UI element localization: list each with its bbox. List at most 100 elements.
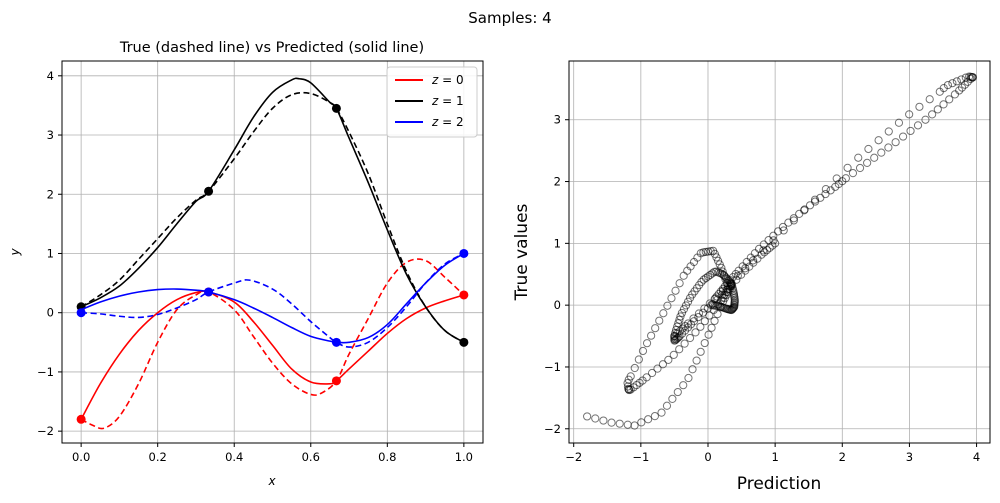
scatter-point	[773, 227, 783, 236]
scatter-point	[658, 360, 668, 369]
scatter-point	[653, 364, 662, 373]
scatter-point	[694, 309, 704, 318]
left-xtick-label: 1.0	[455, 450, 473, 464]
right-xtick-label: 4	[973, 450, 980, 464]
scatter-point	[768, 241, 777, 250]
scatter-point	[732, 275, 741, 284]
scatter-point	[699, 275, 708, 284]
scatter-point	[855, 163, 865, 173]
scatter-point	[707, 323, 716, 332]
scatter-point	[599, 416, 608, 425]
scatter-point	[765, 243, 774, 252]
scatter-point	[718, 286, 728, 295]
left-plot-area	[76, 77, 469, 430]
predicted-line-z0	[80, 290, 465, 420]
true-line-z1	[80, 91, 465, 344]
scatter-point	[933, 105, 942, 114]
scatter-point	[677, 308, 687, 318]
right-xtick-label: −1	[632, 450, 649, 464]
scatter-point	[691, 328, 700, 337]
right-xtick-label: 2	[839, 450, 846, 464]
right-xtick-label: 3	[906, 450, 913, 464]
scatter-point	[898, 132, 908, 141]
sample-point-z0	[331, 376, 341, 386]
scatter-point	[870, 153, 879, 162]
scatter-point	[662, 401, 672, 410]
scatter-point	[644, 415, 653, 424]
scatter-point	[950, 90, 960, 99]
scatter-point	[928, 110, 937, 119]
scatter-point	[821, 184, 830, 194]
scatter-point	[615, 419, 624, 428]
sample-point-z2	[204, 287, 214, 297]
scatter-point	[863, 158, 872, 167]
right-axes-frame	[568, 60, 991, 444]
scatter-point	[722, 285, 731, 294]
left-ticks: 0.0 0.2 0.4 0.6 0.8 1.0 −2 −1 0 1 2 3 4	[37, 69, 473, 464]
left-ytick-label: 3	[47, 128, 54, 142]
scatter-point	[642, 339, 652, 348]
scatter-point	[742, 257, 751, 267]
scatter-point	[696, 322, 705, 331]
scatter-point	[678, 324, 687, 333]
scatter-point	[699, 308, 708, 317]
scatter-point	[607, 418, 616, 427]
scatter-point	[874, 136, 883, 145]
scatter-point	[943, 80, 953, 90]
scatter-point	[864, 144, 873, 154]
scatter-point	[650, 412, 659, 421]
scatter-point	[684, 373, 693, 383]
scatter-point	[668, 394, 677, 404]
right-y-axis-label: True values	[512, 203, 532, 301]
scatter-point	[667, 294, 676, 303]
scatter-point	[671, 286, 680, 295]
left-axes-frame	[61, 60, 484, 444]
scatter-point	[935, 87, 944, 96]
scatter-point	[647, 368, 657, 378]
left-ytick-label: 2	[47, 187, 54, 201]
scatter-point	[651, 324, 660, 333]
scatter-point	[957, 75, 966, 84]
scatter-point	[727, 280, 736, 289]
scatter-point	[708, 299, 717, 309]
scatter-point	[669, 350, 678, 359]
left-xtick-label: 0.2	[149, 450, 167, 464]
scatter-point	[810, 195, 820, 204]
scatter-point	[664, 355, 673, 364]
scatter-point	[688, 365, 697, 374]
left-xtick-label: 0.8	[378, 450, 396, 464]
scatter-point	[637, 418, 646, 427]
scatter-point	[659, 309, 668, 318]
right-ticks: −2 −1 0 1 2 3 4 −2 −1 0 1 2 3	[544, 113, 980, 464]
scatter-point	[925, 95, 934, 104]
scatter-point	[789, 214, 798, 223]
scatter-point	[694, 313, 703, 322]
scatter-point	[757, 250, 766, 259]
left-xtick-label: 0.6	[302, 450, 320, 464]
scatter-point	[710, 316, 719, 326]
scatter-point	[760, 248, 769, 257]
scatter-point	[778, 222, 788, 232]
scatter-point	[915, 102, 924, 111]
left-y-axis-label: y	[8, 248, 22, 257]
scatter-point	[741, 264, 750, 273]
right-ytick-label: −2	[544, 422, 561, 436]
sample-point-z0	[459, 290, 469, 300]
right-ytick-label: 3	[554, 113, 561, 127]
legend-label-z2: z = 2	[431, 115, 464, 129]
scatter-point	[905, 110, 914, 119]
sample-point-z2	[76, 308, 86, 318]
scatter-point	[921, 115, 930, 124]
legend-label-z0: z = 0	[431, 73, 464, 87]
scatter-point	[848, 169, 858, 178]
scatter-point	[634, 355, 643, 364]
scatter-point	[672, 325, 681, 335]
scatter-point	[591, 414, 600, 423]
scatter-point	[685, 333, 695, 343]
left-x-axis-label: x	[267, 474, 276, 488]
scatter-point	[700, 317, 709, 326]
legend-box	[386, 66, 478, 138]
scatter-point	[884, 143, 893, 152]
scatter-point	[736, 270, 746, 279]
sample-point-z0	[76, 414, 86, 424]
